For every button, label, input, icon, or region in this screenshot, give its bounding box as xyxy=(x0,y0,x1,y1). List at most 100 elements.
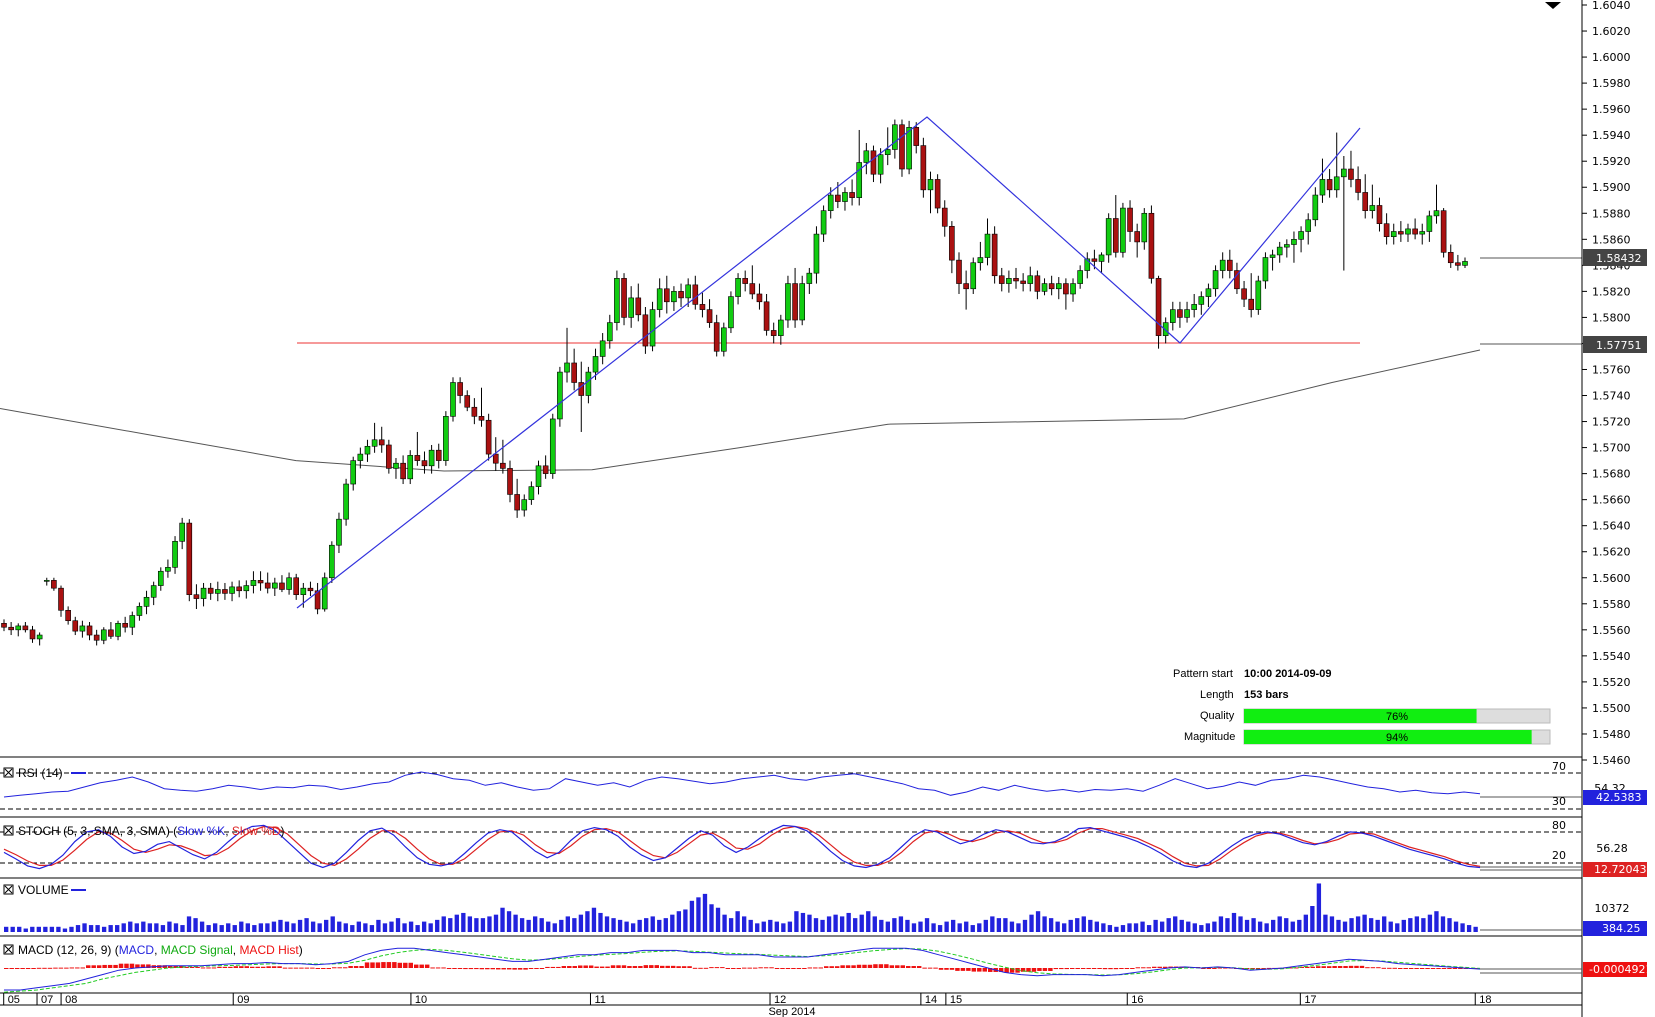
volume-bar xyxy=(1075,918,1080,932)
candle xyxy=(1234,262,1240,294)
macd-hist-bar xyxy=(610,965,616,968)
volume-bar xyxy=(839,916,845,932)
macd-hist-bar xyxy=(927,967,933,969)
volume-bar xyxy=(382,923,388,932)
volume-bar xyxy=(186,916,192,932)
candle xyxy=(799,275,806,326)
volume-bar xyxy=(964,921,969,932)
candle xyxy=(941,200,948,237)
macd-hist-bar xyxy=(654,965,659,968)
candle xyxy=(863,142,870,175)
candle xyxy=(557,366,563,427)
macd-hist-bar xyxy=(1020,968,1026,972)
candle xyxy=(913,122,920,154)
volume-bar xyxy=(970,925,975,932)
macd-hist-bar xyxy=(474,968,479,970)
volume-bar xyxy=(820,919,825,932)
volume-bar xyxy=(1120,925,1126,932)
candle xyxy=(721,322,727,357)
macd-hist-bar xyxy=(1266,967,1272,969)
macd-hist-bar xyxy=(818,967,823,969)
macd-hist-bar xyxy=(1370,967,1376,969)
macd-hist-bar xyxy=(588,965,594,968)
candle xyxy=(1369,184,1376,219)
macd-hist-bar xyxy=(392,962,397,968)
candle xyxy=(414,431,421,466)
volume-bar xyxy=(115,925,120,932)
volume-bar xyxy=(467,916,473,932)
volume-bar xyxy=(637,919,642,932)
volume-bar xyxy=(1271,919,1276,932)
candle xyxy=(378,426,385,453)
macd-hist-bar xyxy=(851,965,856,968)
volume-bar xyxy=(1440,916,1446,932)
candle xyxy=(1191,293,1197,318)
macd-hist-bar xyxy=(75,967,80,969)
volume-bar xyxy=(487,916,492,932)
scroll-corner-marker[interactable] xyxy=(1545,2,1561,9)
volume-bar xyxy=(657,919,662,932)
macd-hist-bar xyxy=(758,967,763,969)
candle xyxy=(229,581,235,602)
candle xyxy=(1412,218,1418,240)
candle xyxy=(428,444,435,474)
candle xyxy=(564,327,570,383)
volume-bar xyxy=(134,923,139,932)
volume-bar xyxy=(435,919,440,932)
macd-hist-bar xyxy=(1091,968,1097,969)
candle xyxy=(635,283,642,322)
macd-hist-bar xyxy=(386,962,392,968)
stoch-panel: STOCH (5, 3, SMA, 3, SMA) (Slow %K, Slow… xyxy=(0,819,1647,877)
candle xyxy=(706,299,713,328)
candle xyxy=(1248,273,1254,318)
macd-hist-bar xyxy=(1294,967,1299,969)
volume-value: 384.25 xyxy=(1602,922,1641,935)
candle xyxy=(778,314,784,345)
candle xyxy=(243,580,250,599)
volume-bar xyxy=(271,921,277,932)
price-tick-label: 1.5800 xyxy=(1592,311,1631,324)
candle xyxy=(1298,226,1304,253)
volume-bar xyxy=(559,919,564,932)
macd-hist-bar xyxy=(725,968,731,969)
volume-bar xyxy=(1042,916,1047,932)
macd-hist-bar xyxy=(1381,967,1387,969)
volume-bar xyxy=(252,925,257,932)
day-label: 17 xyxy=(1304,994,1316,1006)
macd-hist-bar xyxy=(895,965,900,968)
volume-bar xyxy=(1127,923,1132,932)
macd-hist-bar xyxy=(692,967,698,969)
macd-hist-bar xyxy=(1168,966,1173,968)
volume-bar xyxy=(794,911,799,932)
volume-bar xyxy=(1395,923,1400,932)
macd-hist-bar xyxy=(1458,968,1463,969)
volume-bar xyxy=(937,925,943,932)
candle xyxy=(1319,158,1326,203)
candle xyxy=(514,478,520,518)
macd-hist-bar xyxy=(665,965,670,968)
volume-bar xyxy=(918,921,923,932)
volume-bar xyxy=(1421,918,1426,932)
volume-bar xyxy=(474,918,479,932)
candle xyxy=(279,575,285,593)
macd-hist-bar xyxy=(14,968,20,969)
candle xyxy=(842,187,848,211)
macd-hist-bar xyxy=(9,968,14,969)
volume-bar xyxy=(539,918,544,932)
candle xyxy=(1262,252,1269,289)
macd-hist-bar xyxy=(342,967,348,969)
candle xyxy=(735,273,741,305)
macd-hist-bar xyxy=(348,966,353,968)
magnitude-value: 94% xyxy=(1386,732,1408,744)
candle xyxy=(1041,278,1048,296)
candle xyxy=(1127,200,1133,242)
candle xyxy=(364,439,371,462)
candle xyxy=(1348,150,1354,188)
candle xyxy=(1219,252,1226,279)
macd-hist-bar xyxy=(731,968,736,969)
macd-hist-bar xyxy=(889,965,895,968)
candle xyxy=(1013,267,1019,289)
volume-bar xyxy=(1316,883,1322,932)
candle xyxy=(108,622,114,639)
macd-hist-bar xyxy=(873,964,878,968)
